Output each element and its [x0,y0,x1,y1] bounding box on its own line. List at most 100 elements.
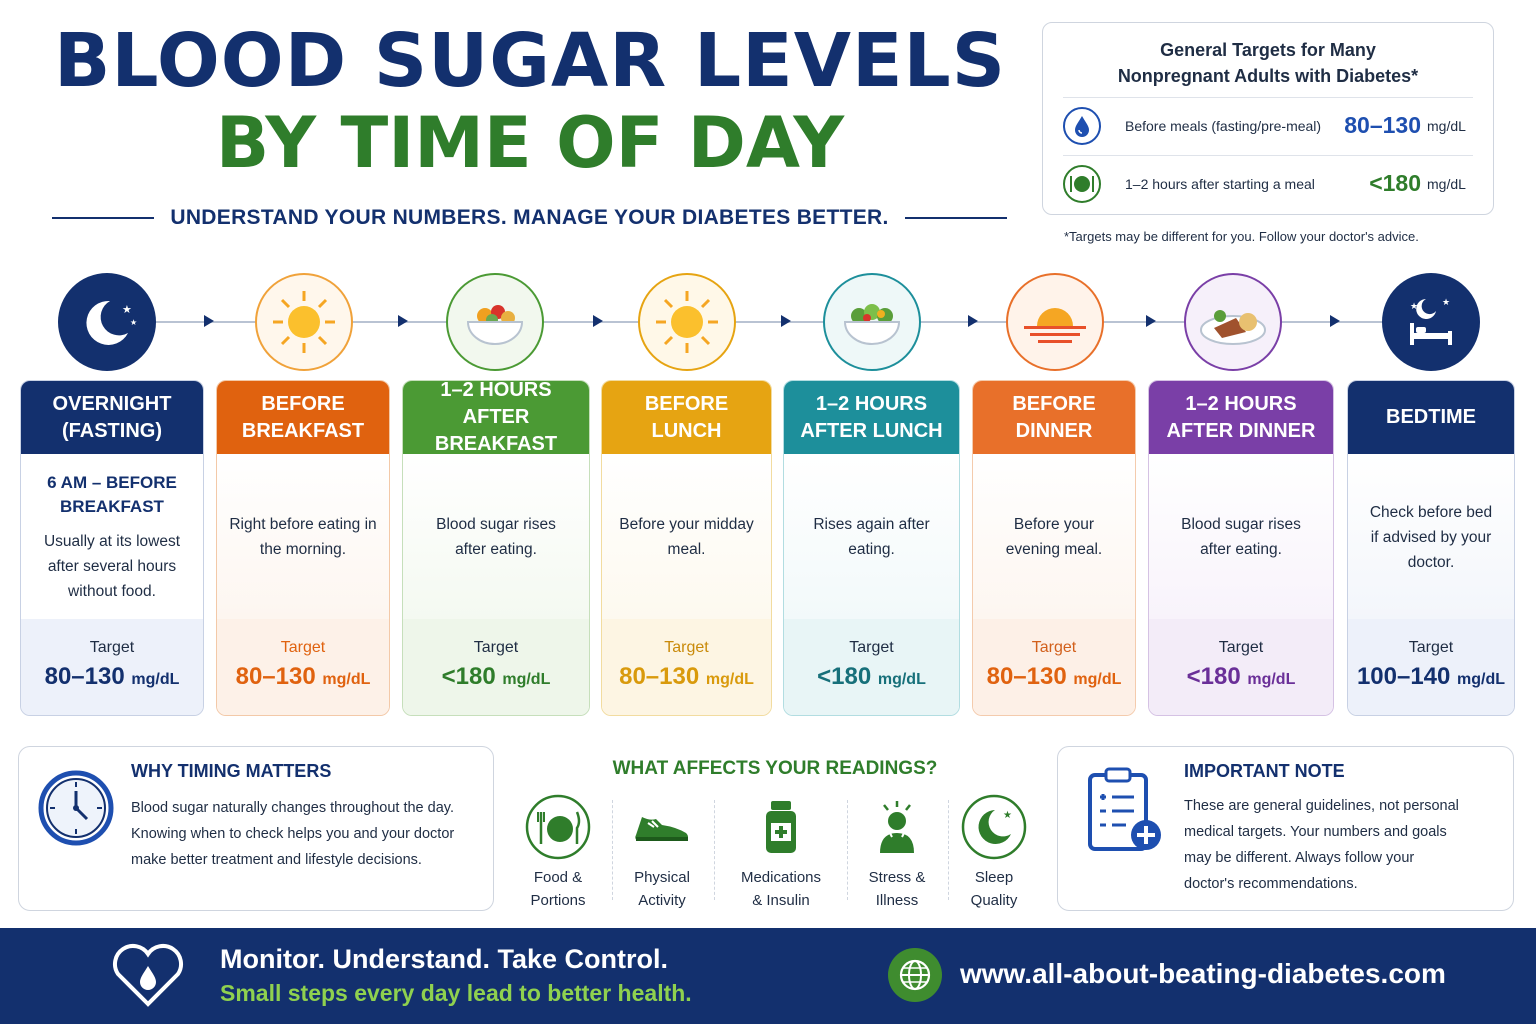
card-bedtime: BEDTIME Check before bed if advised by yo… [1347,380,1515,716]
card-overnight-fasting: OVERNIGHT (FASTING) 6 AM – BEFORE BREAKFAS… [20,380,204,716]
svg-text:★: ★ [1003,810,1012,821]
tagline: UNDERSTAND YOUR NUMBERS. MANAGE YOUR DIA… [52,206,1008,230]
bed-night-icon: ★ ★ [1382,273,1480,371]
card-before-breakfast: BEFORE BREAKFAST Right before eating in th… [216,380,390,716]
svg-text:★: ★ [1410,302,1418,312]
affect-stress-illness: Stress & Illness [847,794,947,912]
title-line-1: BLOOD SUGAR LEVELS [53,18,1007,104]
target-value: 80–130 [619,663,700,690]
shoe-icon [629,794,695,860]
dinner-plate-icon [1184,273,1282,371]
affects-title: WHAT AFFECTS YOUR READINGS? [612,758,938,779]
target-value: <180 [441,663,496,690]
plate-icon [1063,164,1101,203]
card-target: Target 80–130 mg/dL [602,619,771,715]
before-meals-target-value: 80–130 [1344,112,1421,138]
card-description: Blood sugar rises after eating. [1149,454,1333,620]
important-note-title: IMPORTANT NOTE [1184,761,1345,781]
title-line-2: BY TIME OF DAY [215,102,845,184]
why-timing-matters-box: WHY TIMING MATTERS Blood sugar naturally… [18,746,494,911]
tagline-rule-right [904,217,1008,219]
card-description: Rises again after eating. [784,454,959,620]
card-after-lunch: 1–2 HOURS AFTER LUNCH Rises again after ea… [783,380,960,716]
footer-subline: Small steps every day lead to better hea… [220,980,692,1006]
card-description: Blood sugar rises after eating. [403,454,589,620]
moon-icon: ★ ★ [58,273,156,371]
card-target: Target 100–140 mg/dL [1348,619,1514,715]
sunset-icon [1006,273,1104,371]
medicine-bottle-icon [748,794,814,860]
affect-physical-activity: Physical Activity [612,794,712,912]
card-target: Target 80–130 mg/dL [21,619,203,715]
breakfast-bowl-icon [446,273,544,371]
card-description: Check before bed if advised by your doctor… [1348,454,1514,620]
card-heading: BEFORE BREAKFAST [217,381,389,454]
general-targets-title: General Targets for Many Nonpregnant Adu… [1117,40,1419,86]
card-target: Target <180 mg/dL [784,619,959,715]
svg-text:★: ★ [130,318,137,327]
timeline-arrow [398,315,408,327]
card-description: Before your evening meal. [973,454,1135,620]
card-before-lunch: BEFORE LUNCH Before your midday meal. Targ… [601,380,772,716]
page-title: BLOOD SUGAR LEVELS BY TIME OF DAY [40,24,1020,178]
card-target: Target 80–130 mg/dL [217,619,389,715]
separator [714,800,715,900]
blood-drop-icon [1063,106,1101,145]
timeline-arrow [781,315,791,327]
stressed-person-icon [864,794,930,860]
sun-icon [638,273,736,371]
card-heading: 1–2 HOURS AFTER DINNER [1149,381,1333,454]
card-before-dinner: BEFORE DINNER Before your evening meal. Ta… [972,380,1136,716]
why-timing-text: Blood sugar naturally changes throughout… [131,800,455,868]
separator [612,800,613,900]
general-targets-box: General Targets for Many Nonpregnant Adu… [1042,22,1494,215]
after-meal-target-value: <180 [1369,170,1421,196]
card-heading: 1–2 HOURS AFTER LUNCH [784,381,959,454]
targets-footnote: *Targets may be different for you. Follo… [1064,229,1419,244]
sun-icon [255,273,353,371]
card-target: Target 80–130 mg/dL [973,619,1135,715]
footer-headline: Monitor. Understand. Take Control. [220,944,669,974]
general-target-row-before-meals: Before meals (fasting/pre-meal) 80–130 m… [1063,97,1473,153]
website-link[interactable]: www.all-about-beating-diabetes.com [960,958,1446,989]
timeline-arrow [968,315,978,327]
affect-medications-insulin: Medications & Insulin [731,794,831,912]
card-heading: BEDTIME [1348,381,1514,454]
general-target-row-after-meal: 1–2 hours after starting a meal <180 mg/… [1063,155,1473,211]
card-description: Right before eating in the morning. [217,454,389,620]
card-heading: BEFORE DINNER [973,381,1135,454]
card-heading: OVERNIGHT (FASTING) [21,381,203,454]
card-description: Before your midday meal. [602,454,771,620]
svg-text:★: ★ [1442,298,1450,308]
svg-text:★: ★ [122,303,132,316]
target-value: 80–130 [986,663,1067,690]
affect-food-portions: Food & Portions [508,794,608,912]
card-target: Target <180 mg/dL [403,619,589,715]
timeline-arrow [593,315,603,327]
card-description: 6 AM – BEFORE BREAKFAST Usually at its lo… [21,454,203,620]
card-heading: 1–2 HOURS AFTER BREAKFAST [403,381,589,455]
card-heading: BEFORE LUNCH [602,381,771,454]
target-value: 80–130 [235,663,316,690]
separator [948,800,949,900]
separator [847,800,848,900]
target-value: 80–130 [44,663,125,690]
target-value: <180 [817,663,872,690]
timeline-arrow [1146,315,1156,327]
card-after-breakfast: 1–2 HOURS AFTER BREAKFAST Blood sugar ris… [402,380,590,716]
clock-icon [37,769,115,852]
salad-bowl-icon [823,273,921,371]
tagline-text: UNDERSTAND YOUR NUMBERS. MANAGE YOUR DIA… [170,206,889,229]
plate-icon [525,794,591,860]
why-timing-title: WHY TIMING MATTERS [131,761,332,781]
footer: Monitor. Understand. Take Control. Small… [0,928,1536,1024]
timeline-arrow [204,315,214,327]
globe-icon [888,948,942,1002]
important-note-text: These are general guidelines, not person… [1184,798,1459,892]
card-after-dinner: 1–2 HOURS AFTER DINNER Blood sugar rises a… [1148,380,1334,716]
heart-drop-icon [110,942,186,1015]
card-target: Target <180 mg/dL [1149,619,1333,715]
affect-sleep-quality: ★ Sleep Quality [944,794,1044,912]
clipboard-icon [1086,765,1166,860]
target-value: 100–140 [1356,663,1451,690]
